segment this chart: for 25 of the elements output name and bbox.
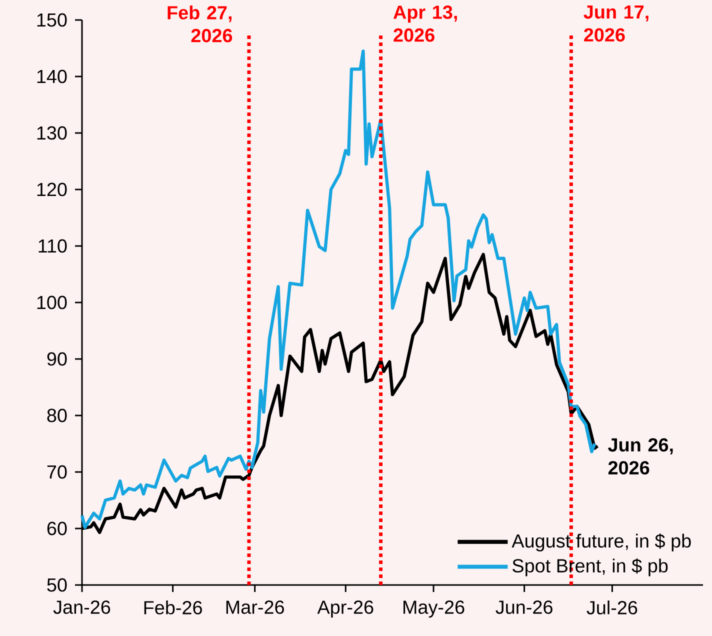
x-tick-label: Jul-26	[586, 600, 638, 614]
x-tick-label: Feb-26	[144, 600, 202, 614]
ref-line-label: Apr 13, 2026	[393, 5, 457, 42]
y-tick-label: 70	[47, 465, 67, 479]
y-tick-label: 150	[37, 13, 67, 27]
x-tick-label: Mar-26	[226, 600, 284, 614]
x-tick-label: Jan-26	[53, 600, 110, 614]
y-tick-label: 60	[47, 522, 67, 536]
x-tick-label: Jun-26	[496, 600, 552, 614]
y-tick-label: 50	[47, 578, 67, 592]
y-tick-label: 80	[47, 408, 67, 422]
y-tick-label: 130	[37, 126, 67, 140]
legend-label: August future, in $ pb	[512, 533, 691, 552]
x-tick-label: May-26	[404, 600, 464, 618]
x-tick-label: Apr-26	[317, 600, 374, 618]
legend-label: Spot Brent, in $ pb	[512, 558, 668, 576]
y-tick-label: 140	[37, 70, 67, 84]
annotation: Jun 26, 2026	[608, 438, 673, 475]
y-tick-label: 120	[37, 182, 67, 196]
ref-line-label: Jun 17, 2026	[584, 6, 648, 42]
ref-line-label: Feb 27, 2026	[168, 5, 232, 42]
y-tick-label: 110	[38, 239, 67, 253]
y-tick-label: 100	[37, 296, 67, 310]
y-tick-label: 90	[47, 352, 67, 366]
line-series	[80, 49, 596, 529]
